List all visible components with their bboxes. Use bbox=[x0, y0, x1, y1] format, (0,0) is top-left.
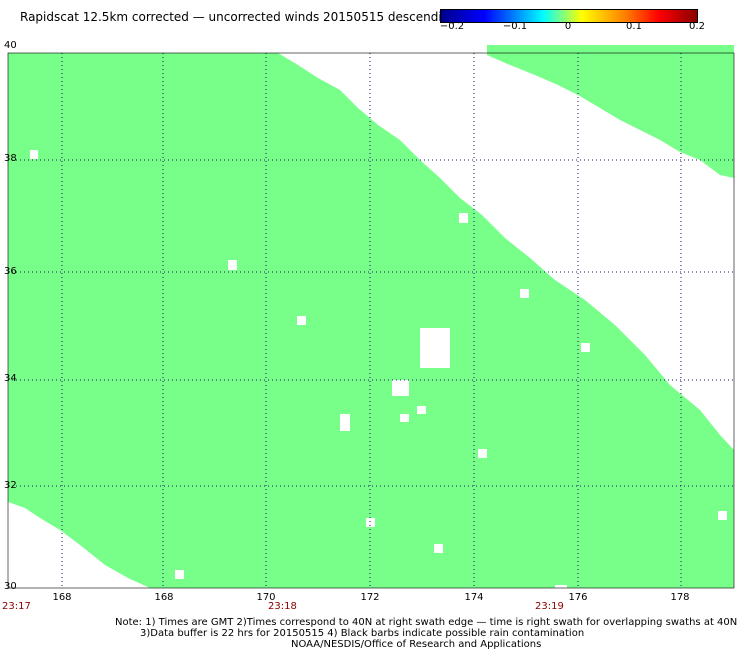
lat-label: 38 bbox=[4, 153, 17, 164]
map-gridlines bbox=[8, 53, 734, 588]
colorbar-tick-label: 0.1 bbox=[626, 21, 642, 32]
data-gap bbox=[459, 213, 468, 223]
data-gap bbox=[520, 289, 529, 298]
lat-label: 34 bbox=[4, 373, 17, 384]
data-gap bbox=[420, 328, 450, 368]
time-label: 23:18 bbox=[268, 601, 297, 612]
data-gap bbox=[400, 414, 409, 422]
data-gap bbox=[718, 511, 727, 520]
data-gap bbox=[392, 380, 409, 396]
data-gaps bbox=[30, 150, 727, 588]
colorbar-tick-label: 0.2 bbox=[689, 21, 705, 32]
colorbar-tick-label: 0 bbox=[564, 21, 572, 32]
lat-label: 40 bbox=[4, 40, 17, 51]
data-gap bbox=[340, 414, 350, 431]
upper-right-swath bbox=[487, 45, 734, 178]
colorbar-gradient bbox=[441, 10, 697, 22]
lon-label: 170 bbox=[256, 592, 276, 603]
data-gap bbox=[555, 585, 567, 588]
data-gap bbox=[30, 150, 38, 159]
colorbar-tick-label: −0.2 bbox=[439, 21, 465, 32]
page-title: Rapidscat 12.5km corrected — uncorrected… bbox=[20, 10, 457, 24]
note-line-1: Note: 1) Times are GMT 2)Times correspon… bbox=[115, 617, 738, 628]
data-gap bbox=[581, 343, 590, 352]
lat-label: 30 bbox=[4, 581, 17, 592]
note-credit: NOAA/NESDIS/Office of Research and Appli… bbox=[291, 639, 542, 650]
lon-label: 176 bbox=[568, 592, 588, 603]
time-label: 23:17 bbox=[2, 601, 31, 612]
data-gap bbox=[366, 518, 375, 527]
colorbar bbox=[440, 9, 698, 23]
data-gap bbox=[297, 316, 306, 325]
data-gap bbox=[434, 544, 443, 553]
data-gap bbox=[175, 570, 184, 579]
lon-label: 178 bbox=[670, 592, 690, 603]
lat-label: 36 bbox=[4, 266, 17, 277]
note-line-2: 3)Data buffer is 22 hrs for 20150515 4) … bbox=[140, 628, 585, 639]
data-gap bbox=[417, 406, 426, 414]
lon-label: 172 bbox=[360, 592, 380, 603]
lon-label: 168 bbox=[52, 592, 72, 603]
main-swath bbox=[8, 53, 734, 588]
swath-data-area bbox=[8, 45, 734, 588]
data-gap bbox=[478, 449, 487, 458]
colorbar-tick-label: −0.1 bbox=[502, 21, 528, 32]
time-label: 23:19 bbox=[535, 601, 564, 612]
lon-label: 168 bbox=[154, 592, 174, 603]
lon-label: 174 bbox=[464, 592, 484, 603]
map-frame bbox=[7, 52, 735, 589]
lat-label: 32 bbox=[4, 480, 17, 491]
data-gap bbox=[228, 260, 237, 270]
